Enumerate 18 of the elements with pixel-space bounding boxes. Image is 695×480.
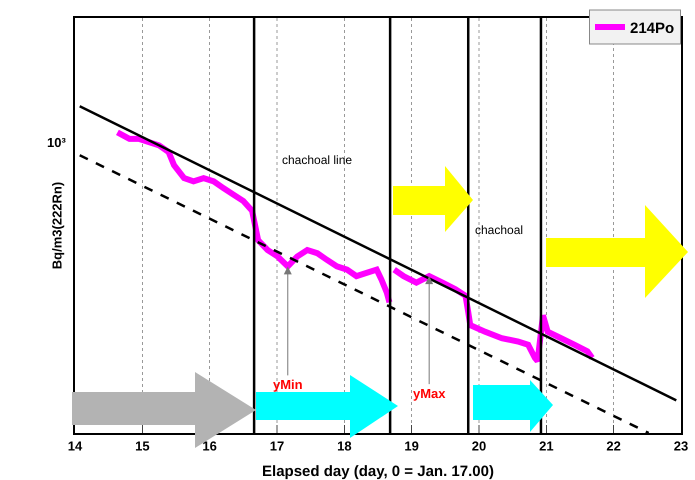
x-tick-label: 18 [337, 438, 352, 454]
annotation: yMin [273, 377, 303, 392]
x-tick-label: 21 [539, 438, 554, 454]
x-tick-label: 17 [270, 438, 284, 454]
x-axis-title: Elapsed day (day, 0 = Jan. 17.00) [262, 463, 494, 480]
x-tick-label: 23 [674, 438, 688, 454]
x-tick-label: 20 [472, 438, 486, 454]
annotation: chachoal [475, 223, 524, 237]
x-tick-label: 15 [135, 438, 150, 454]
x-tick-label: 16 [202, 438, 217, 454]
x-tick-label: 19 [404, 438, 419, 454]
x-tick-label: 22 [606, 438, 621, 454]
annotation: yMax [413, 386, 446, 401]
text: 10³ [47, 135, 66, 150]
annotation: chachoal line [282, 153, 352, 167]
x-tick-label: 14 [68, 438, 83, 454]
legend-label: 214Po [630, 20, 674, 37]
y-axis-title: Bq/m3(222Rn) [49, 182, 64, 270]
